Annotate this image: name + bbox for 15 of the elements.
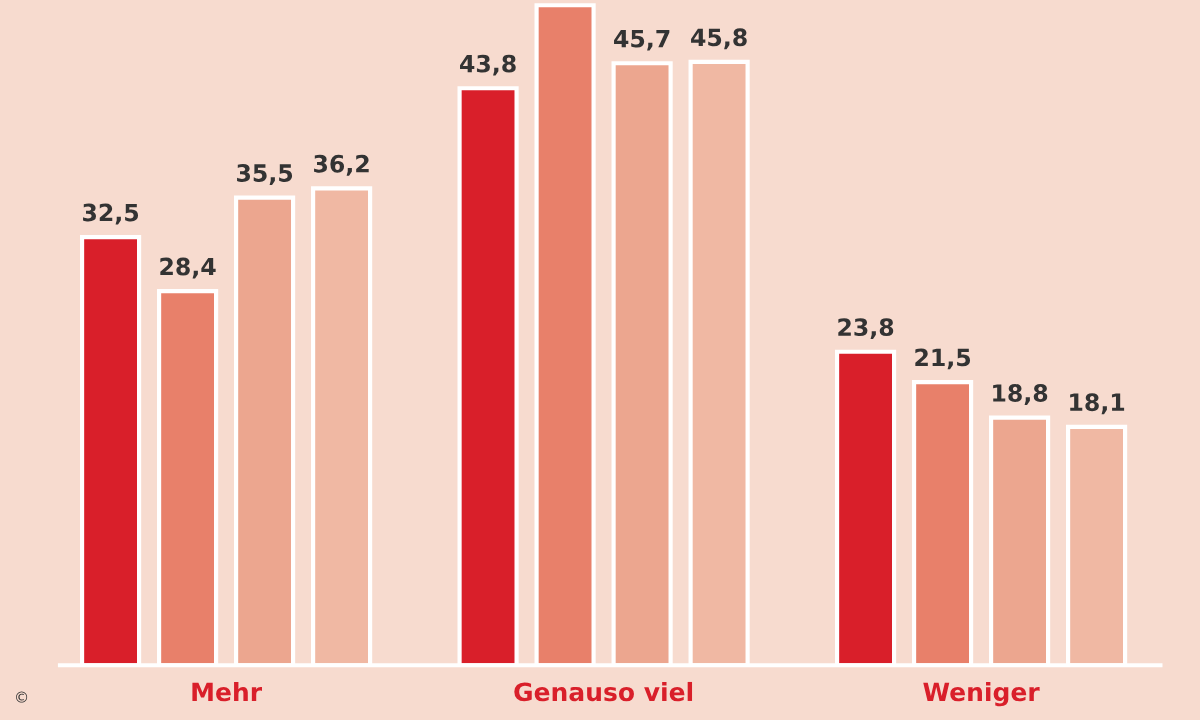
data-label: 28,4 [160, 257, 216, 279]
data-label: 23,8 [838, 318, 894, 340]
data-label: 32,5 [83, 203, 139, 225]
data-label: 45,7 [614, 30, 670, 51]
data-label: 45,8 [691, 28, 747, 50]
data-label: 18,8 [993, 384, 1048, 405]
x-tick-label: Weniger [923, 681, 1040, 707]
data-label: 18,1 [1070, 393, 1125, 415]
data-label: 35,5 [237, 164, 293, 185]
data-label: 43,8 [460, 54, 516, 76]
data-label: 21,5 [915, 348, 971, 370]
data-label: 36,2 [314, 154, 369, 176]
text: © [16, 691, 28, 703]
x-tick-label: Mehr [192, 681, 263, 702]
x-tick-label: Genauso viel [514, 681, 693, 702]
